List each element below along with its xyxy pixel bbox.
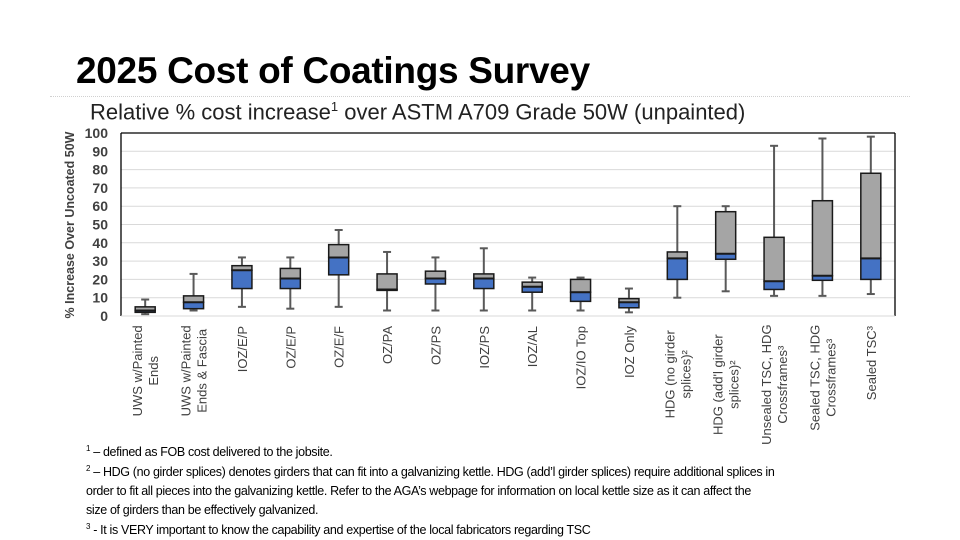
- x-tick-label: UWS w/Painted: [130, 325, 145, 416]
- y-tick-label: 50: [92, 217, 108, 233]
- subtitle-text: Relative % cost increase: [90, 99, 331, 125]
- x-tick-label: UWS w/Painted: [179, 325, 194, 416]
- y-tick-label: 40: [92, 235, 108, 251]
- x-tick-label: Ends & Fascia: [195, 328, 210, 413]
- box-11: IOZ Only: [618, 287, 640, 379]
- subtitle-text-rest: over ASTM A709 Grade 50W (unpainted): [338, 99, 746, 125]
- footnote-text: – defined as FOB cost delivered to the j…: [90, 445, 333, 460]
- box-7: OZ/PS: [424, 256, 447, 365]
- lower-box: [279, 277, 302, 290]
- x-tick-label: Crossframes³: [775, 345, 790, 424]
- upper-box: [327, 243, 350, 259]
- x-tick-label: splices)²: [727, 360, 742, 409]
- upper-box: [376, 273, 398, 291]
- y-tick-label: 0: [100, 308, 108, 324]
- x-tick-label: IOZ/PS: [477, 326, 492, 369]
- box-6: OZ/PA: [376, 250, 398, 364]
- y-tick-label: 100: [85, 125, 109, 141]
- x-tick-label: OZ/PA: [380, 326, 395, 364]
- lower-box: [327, 256, 350, 276]
- footnote-2: 2 – HDG (no girder splices) denotes gird…: [86, 464, 775, 480]
- footnote-text: order to fit all pieces into the galvani…: [86, 484, 751, 498]
- x-tick-label: IOZ/E/P: [235, 326, 250, 372]
- footnote-mark: 1: [86, 444, 91, 453]
- lower-box: [763, 280, 785, 291]
- footnote-text: size of girders than be effectively galv…: [86, 503, 319, 517]
- x-tick-label: OZ/E/F: [332, 326, 347, 368]
- lower-box: [666, 257, 689, 281]
- x-tick-label: Ends: [146, 356, 161, 386]
- x-tick-label: Unsealed TSC, HDG: [759, 324, 774, 444]
- box-2: UWS w/Painted Ends & Fascia: [179, 272, 210, 416]
- y-axis-title: % Increase Over Uncoated 50W: [63, 131, 77, 318]
- x-tick-label: OZ/E/P: [283, 326, 298, 369]
- x-tick-label: Crossframes³: [823, 338, 838, 417]
- box-13: HDG (add'l girder splices)²: [711, 205, 742, 435]
- footnote-text: - It is VERY important to know the capab…: [90, 523, 591, 538]
- box-14: Unsealed TSC, HDG Crossframes³: [759, 144, 790, 445]
- box-12: HDG (no girder splices)²: [662, 205, 693, 419]
- footnote-text: – HDG (no girder splices) denotes girder…: [90, 465, 775, 480]
- slide-subtitle: Relative % cost increase1 over ASTM A709…: [90, 99, 745, 125]
- upper-box: [811, 199, 834, 277]
- footnote-2-line-2: order to fit all pieces into the galvani…: [86, 484, 751, 498]
- box-5: OZ/E/F: [327, 228, 350, 368]
- y-tick-label: 80: [92, 162, 108, 178]
- lower-box: [860, 257, 882, 281]
- y-tick-label: 70: [92, 180, 108, 196]
- x-tick-label: IOZ/AL: [525, 326, 540, 367]
- lower-box: [569, 291, 592, 303]
- y-tick-label: 10: [92, 290, 108, 306]
- y-tick-label: 90: [92, 143, 108, 159]
- x-tick-label: HDG (no girder: [662, 330, 677, 419]
- upper-box: [763, 236, 785, 282]
- x-tick-label: IOZ/IO Top: [574, 326, 589, 389]
- x-tick-label: splices)²: [678, 349, 693, 398]
- box-8: IOZ/PS: [473, 247, 495, 369]
- upper-box: [569, 278, 592, 293]
- x-tick-label: Sealed TSC, HDG: [807, 325, 822, 431]
- footnote-mark: 2: [86, 464, 91, 473]
- x-tick-label: OZ/PS: [428, 326, 443, 365]
- footnote-mark: 3: [86, 522, 91, 531]
- upper-box: [714, 210, 737, 255]
- lower-box: [231, 269, 253, 290]
- box-10: IOZ/IO Top: [569, 276, 592, 389]
- box-16: Sealed TSC³: [860, 135, 882, 400]
- box-3: IOZ/E/P: [231, 256, 253, 372]
- footnote-3: 3 - It is VERY important to know the cap…: [86, 522, 591, 538]
- upper-box: [279, 267, 302, 280]
- slide-title: 2025 Cost of Coatings Survey: [76, 50, 590, 91]
- y-tick-label: 20: [92, 271, 108, 287]
- lower-box: [473, 277, 495, 290]
- y-tick-label: 30: [92, 253, 108, 269]
- box-4: OZ/E/P: [279, 256, 302, 369]
- footnote-1: 1 – defined as FOB cost delivered to the…: [86, 444, 333, 460]
- footnote-2-line-3: size of girders than be effectively galv…: [86, 503, 318, 517]
- title-divider: [50, 96, 910, 97]
- box-9: IOZ/AL: [521, 276, 543, 367]
- x-tick-label: HDG (add'l girder: [711, 334, 726, 435]
- box-15: Sealed TSC, HDG Crossframes³: [807, 137, 838, 431]
- x-tick-label: IOZ Only: [622, 326, 637, 379]
- upper-box: [424, 270, 447, 280]
- x-tick-label: Sealed TSC³: [864, 325, 879, 400]
- box-1: UWS w/Painted Ends: [130, 298, 161, 416]
- upper-box: [860, 172, 882, 260]
- y-tick-label: 60: [92, 198, 108, 214]
- subtitle-footnote-mark: 1: [330, 99, 339, 114]
